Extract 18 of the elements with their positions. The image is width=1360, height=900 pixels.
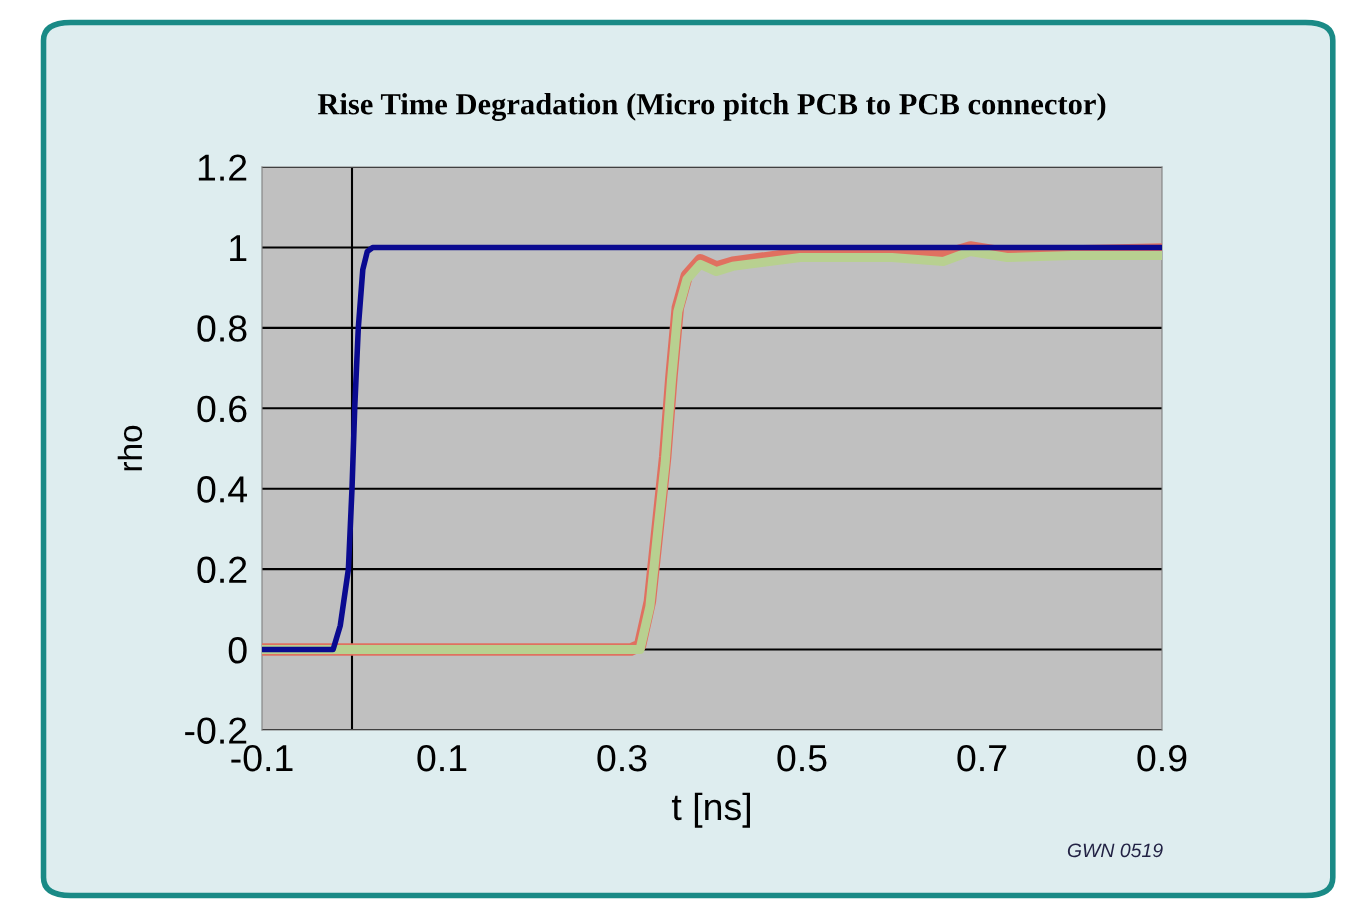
x-tick-label: 0.1 [417, 744, 467, 772]
y-tick-label: 1.2 [198, 154, 247, 181]
y-tick-label: -0.2 [185, 717, 247, 744]
y-tick-label: 0.8 [197, 315, 247, 342]
x-tick-label: -0.1 [231, 744, 293, 772]
y-tick-label: 0.2 [197, 556, 247, 584]
y-axis-title: rho [117, 425, 143, 471]
x-tick-label: 0.9 [1137, 744, 1187, 772]
x-tick-label: 0.7 [957, 744, 1007, 772]
x-tick-label: 0.5 [777, 744, 827, 772]
x-tick-label: 0.3 [597, 744, 647, 772]
y-tick-label: 0 [228, 636, 247, 664]
y-tick-label: 0.4 [197, 476, 248, 503]
y-tick-label: 1 [230, 235, 247, 262]
x-axis-title: t [ns] [671, 792, 750, 828]
chart-title: Rise Time Degradation (Micro pitch PCB to PCB connector) [317, 93, 1106, 121]
y-tick-label: 0.6 [197, 395, 247, 423]
text: GWN 0519 [1067, 843, 1163, 858]
